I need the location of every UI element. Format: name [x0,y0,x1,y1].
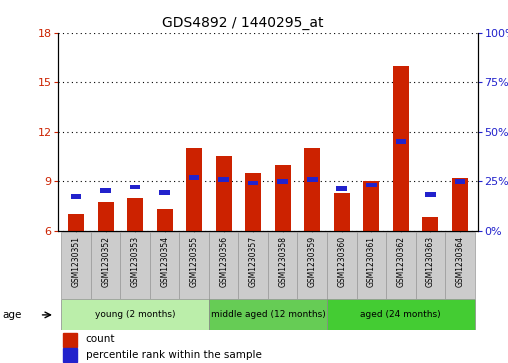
Bar [238,232,268,299]
Text: GSM1230361: GSM1230361 [367,236,376,287]
Bar [334,193,350,231]
Text: GSM1230353: GSM1230353 [131,236,140,287]
Bar [179,232,209,299]
Bar [61,299,209,330]
Bar [98,203,114,231]
Bar [298,232,327,299]
Bar [127,197,143,231]
Bar [156,209,173,231]
Bar [327,232,357,299]
Text: GSM1230359: GSM1230359 [308,236,317,287]
Text: percentile rank within the sample: percentile rank within the sample [86,350,262,360]
Bar [386,232,416,299]
Bar [62,348,77,362]
Bar [68,214,84,231]
Bar [425,192,435,197]
Bar [245,173,261,231]
Bar [304,148,321,231]
Text: GSM1230358: GSM1230358 [278,236,287,287]
Bar [445,232,474,299]
Bar [61,232,91,299]
Bar [71,195,81,199]
Bar [62,333,77,347]
Text: count: count [86,334,115,344]
Bar [130,184,140,189]
Bar [307,176,318,182]
Bar [393,66,409,231]
Bar [120,232,150,299]
Bar [218,176,229,182]
Text: young (2 months): young (2 months) [95,310,175,319]
Bar [327,299,474,330]
Text: GSM1230355: GSM1230355 [189,236,199,287]
Bar [396,139,406,144]
Bar [416,232,445,299]
Bar [363,181,379,231]
Bar [91,232,120,299]
Bar [452,178,468,231]
Bar [215,156,232,231]
Text: GSM1230354: GSM1230354 [160,236,169,287]
Text: GSM1230363: GSM1230363 [426,236,435,287]
Bar [189,175,200,180]
Bar [101,188,111,193]
Text: GSM1230360: GSM1230360 [337,236,346,287]
Bar [186,148,202,231]
Bar [150,232,179,299]
Text: GSM1230356: GSM1230356 [219,236,228,287]
Bar [160,191,170,195]
Bar [422,217,438,231]
Bar [275,164,291,231]
Bar [455,179,465,184]
Bar [268,232,298,299]
Bar [277,179,288,184]
Bar [366,183,376,187]
Text: GSM1230351: GSM1230351 [72,236,81,287]
Bar [357,232,386,299]
Text: GDS4892 / 1440295_at: GDS4892 / 1440295_at [162,16,323,30]
Text: GSM1230357: GSM1230357 [249,236,258,287]
Text: GSM1230362: GSM1230362 [396,236,405,287]
Text: middle aged (12 months): middle aged (12 months) [211,310,325,319]
Text: age: age [3,310,22,320]
Bar [209,232,238,299]
Text: GSM1230352: GSM1230352 [101,236,110,287]
Bar [336,187,347,191]
Bar [248,180,259,185]
Bar [209,299,327,330]
Text: GSM1230364: GSM1230364 [455,236,464,287]
Text: aged (24 months): aged (24 months) [361,310,441,319]
